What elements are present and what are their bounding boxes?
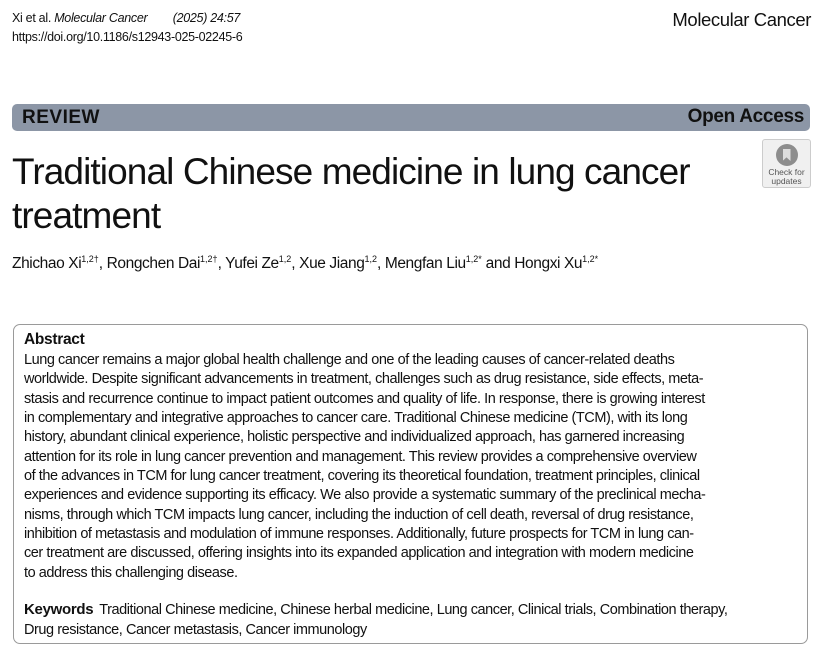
abstract-heading: Abstract: [24, 331, 85, 348]
abstract-line: to address this challenging disease.: [24, 564, 238, 581]
open-access-label: Open Access: [687, 106, 805, 127]
author[interactable]: Yufei Ze: [225, 255, 279, 272]
article-type-banner: REVIEW Open Access: [12, 104, 810, 131]
abstract-line: Lung cancer remains a major global healt…: [24, 352, 675, 368]
abstract-box: [13, 324, 808, 644]
author[interactable]: Rongchen Dai: [106, 255, 201, 272]
author[interactable]: Xue Jiang: [299, 255, 365, 272]
and: and: [481, 255, 515, 272]
citation-volume: (2025) 24:57: [172, 11, 241, 25]
abstract-line: experiences and evidence supporting its …: [24, 487, 706, 504]
author-affiliation: 1,2*: [582, 254, 599, 264]
author-affiliation: 1,2†: [81, 254, 99, 264]
article-type: REVIEW: [22, 107, 100, 128]
abstract-text: Lung cancer remains a major global healt…: [24, 351, 706, 583]
journal-name: Molecular Cancer: [672, 9, 811, 30]
citation-journal: Molecular Cancer: [54, 11, 148, 25]
article-title: Traditional Chinese medicine in lung can…: [12, 151, 691, 236]
author-affiliation: 1,2*: [465, 254, 482, 264]
abstract-line: stasis and recurrence continue to impact…: [24, 390, 705, 407]
author[interactable]: Mengfan Liu: [384, 255, 466, 272]
author[interactable]: Zhichao Xi: [12, 255, 82, 272]
abstract-line: inhibition of metastasis and modulation …: [24, 526, 694, 543]
keywords-label: Keywords: [24, 601, 94, 618]
abstract-line: in complementary and integrative approac…: [24, 410, 688, 427]
check-updates-text-2: updates: [771, 176, 802, 186]
author-affiliation: 1,2: [364, 254, 377, 264]
author-affiliation: 1,2: [278, 254, 292, 264]
abstract-line: of the advances in TCM for lung cancer t…: [24, 468, 700, 485]
doi-link[interactable]: https://doi.org/10.1186/s12943-025-02245…: [12, 30, 243, 44]
keywords-line: Drug resistance, Cancer metastasis, Canc…: [24, 621, 367, 638]
abstract-line: history, abundant clinical experience, h…: [24, 429, 685, 446]
author[interactable]: Hongxi Xu: [514, 255, 583, 272]
abstract-line: cer treatment are discussed, offering in…: [24, 545, 694, 562]
check-for-updates-button[interactable]: Check for updates: [762, 139, 811, 188]
author-affiliation: 1,2†: [200, 254, 218, 264]
author-list: Zhichao Xi1,2†, Rongchen Dai1,2†, Yufei …: [12, 254, 598, 273]
abstract-line: attention for its role in lung cancer pr…: [24, 448, 697, 465]
bookmark-icon: [775, 144, 798, 166]
sep: ,: [291, 255, 300, 272]
abstract-line: nisms, through which TCM impacts lung ca…: [24, 506, 694, 523]
keywords-line: Traditional Chinese medicine, Chinese he…: [99, 602, 728, 618]
citation-author: Xi et al.: [12, 11, 51, 25]
sep: ,: [217, 255, 226, 272]
sep: ,: [376, 255, 385, 272]
citation-header: Xi et al. Molecular Cancer (2025) 24:57 …: [12, 9, 243, 47]
check-updates-text: Check for: [768, 167, 805, 177]
sep: ,: [98, 255, 107, 272]
keywords: Keywords Traditional Chinese medicine, Ch…: [24, 600, 728, 640]
abstract-line: worldwide. Despite significant advanceme…: [24, 371, 704, 388]
